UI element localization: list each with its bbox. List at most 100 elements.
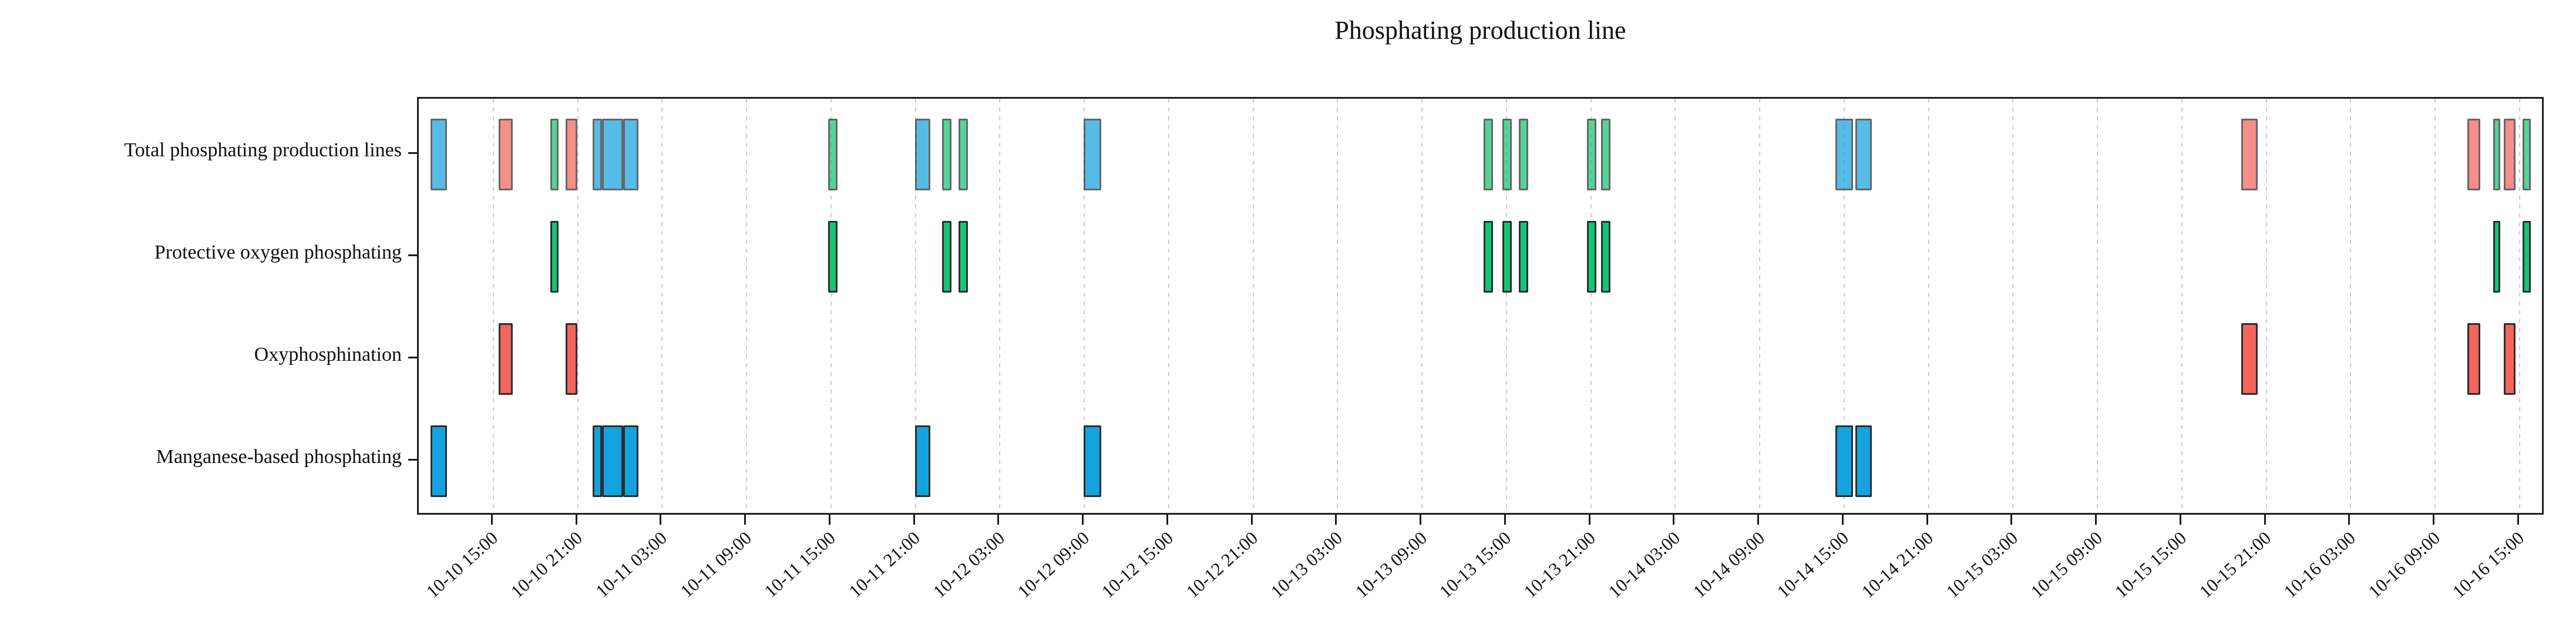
- gantt-bar-total: [431, 119, 448, 190]
- x-tick-label: 10-15 15:00: [2110, 527, 2191, 602]
- gantt-bar-total: [2467, 119, 2481, 190]
- x-tick-label: 10-14 21:00: [1857, 527, 1938, 602]
- gantt-bar: [1084, 425, 1102, 497]
- grid-line: [999, 99, 1001, 513]
- x-tick-mark: [1926, 515, 1928, 525]
- gantt-bar-total: [2522, 119, 2531, 190]
- x-tick-mark: [1588, 515, 1590, 525]
- y-axis-label: Total phosphating production lines: [124, 139, 402, 161]
- grid-line: [1084, 99, 1085, 513]
- y-tick-mark: [408, 458, 417, 461]
- gantt-bar-total: [550, 119, 559, 190]
- x-tick-mark: [997, 515, 1000, 525]
- gantt-bar-total: [2503, 119, 2516, 190]
- y-axis-label: Protective oxygen phosphating: [154, 241, 402, 263]
- gantt-bar: [914, 425, 930, 497]
- chart-title: Phosphating production line: [1334, 16, 1626, 45]
- gantt-bar-total: [1600, 119, 1610, 190]
- x-tick-label: 10-12 21:00: [1182, 527, 1262, 602]
- x-tick-mark: [491, 515, 493, 525]
- x-tick-label: 10-11 03:00: [591, 527, 671, 602]
- gantt-bar: [1518, 221, 1528, 293]
- x-tick-label: 10-11 09:00: [676, 527, 755, 602]
- gantt-bar: [431, 425, 448, 497]
- gantt-bar-total: [1518, 119, 1528, 190]
- x-tick-label: 10-11 21:00: [845, 527, 924, 602]
- y-tick-mark: [408, 254, 417, 256]
- gantt-bar-total: [1084, 119, 1102, 190]
- gantt-bar: [1484, 221, 1493, 293]
- grid-line: [1590, 99, 1592, 513]
- grid-line: [1337, 99, 1339, 513]
- grid-line: [1168, 99, 1169, 513]
- x-tick-label: 10-14 15:00: [1773, 527, 1853, 602]
- x-tick-label: 10-16 09:00: [2364, 527, 2444, 602]
- gantt-bar-total: [914, 119, 930, 190]
- x-tick-mark: [828, 515, 830, 525]
- gantt-bar: [941, 221, 951, 293]
- gantt-bar: [2241, 323, 2258, 395]
- x-tick-mark: [1335, 515, 1337, 525]
- x-tick-mark: [1082, 515, 1084, 525]
- gantt-bar-total: [828, 119, 838, 190]
- x-tick-mark: [2179, 515, 2181, 525]
- gantt-bar-total: [1586, 119, 1596, 190]
- gantt-bar-total: [1855, 119, 1872, 190]
- grid-line: [830, 99, 832, 513]
- grid-line: [2265, 99, 2267, 513]
- grid-line: [1252, 99, 1254, 513]
- gantt-bar: [2467, 323, 2481, 395]
- grid-line: [661, 99, 663, 513]
- gantt-bar-total: [941, 119, 951, 190]
- grid-line: [914, 99, 916, 513]
- gantt-bar: [958, 221, 968, 293]
- x-tick-mark: [2433, 515, 2435, 525]
- x-tick-label: 10-15 21:00: [2195, 527, 2275, 602]
- x-tick-mark: [660, 515, 662, 525]
- gantt-bar: [623, 425, 638, 497]
- x-tick-mark: [1420, 515, 1422, 525]
- x-tick-label: 10-12 09:00: [1013, 527, 1093, 602]
- x-tick-mark: [1250, 515, 1253, 525]
- plot-area: [417, 97, 2544, 515]
- gantt-bar: [828, 221, 838, 293]
- grid-line: [2097, 99, 2099, 513]
- gantt-bar: [1835, 425, 1853, 497]
- grid-line: [2518, 99, 2520, 513]
- gantt-bar: [1855, 425, 1872, 497]
- y-tick-mark: [408, 356, 417, 358]
- x-tick-label: 10-10 21:00: [506, 527, 587, 602]
- gantt-bar-total: [2493, 119, 2500, 190]
- x-tick-mark: [1757, 515, 1760, 525]
- x-tick-mark: [2348, 515, 2350, 525]
- gantt-bar: [592, 425, 602, 497]
- x-tick-label: 10-16 15:00: [2448, 527, 2528, 602]
- x-tick-label: 10-13 09:00: [1351, 527, 1431, 602]
- grid-line: [1759, 99, 1761, 513]
- gantt-bar: [2522, 221, 2531, 293]
- x-tick-label: 10-14 03:00: [1604, 527, 1684, 602]
- grid-line: [2012, 99, 2014, 513]
- grid-line: [746, 99, 748, 513]
- x-tick-mark: [1504, 515, 1506, 525]
- gantt-bar: [1586, 221, 1596, 293]
- x-tick-label: 10-12 15:00: [1097, 527, 1178, 602]
- x-tick-label: 10-12 03:00: [929, 527, 1008, 602]
- x-tick-label: 10-14 09:00: [1689, 527, 1768, 602]
- grid-line: [577, 99, 579, 513]
- x-tick-label: 10-11 15:00: [760, 527, 840, 602]
- gantt-bar-total: [498, 119, 513, 190]
- gantt-bar-total: [601, 119, 623, 190]
- x-tick-label: 10-16 03:00: [2279, 527, 2359, 602]
- grid-line: [2434, 99, 2436, 513]
- grid-line: [1928, 99, 1929, 513]
- grid-line: [2350, 99, 2352, 513]
- x-tick-label: 10-13 15:00: [1435, 527, 1515, 602]
- gantt-bar: [2503, 323, 2516, 395]
- gantt-bar-total: [592, 119, 602, 190]
- x-tick-label: 10-10 15:00: [422, 527, 502, 602]
- x-tick-mark: [1166, 515, 1168, 525]
- gantt-bar: [1600, 221, 1610, 293]
- grid-line: [1674, 99, 1676, 513]
